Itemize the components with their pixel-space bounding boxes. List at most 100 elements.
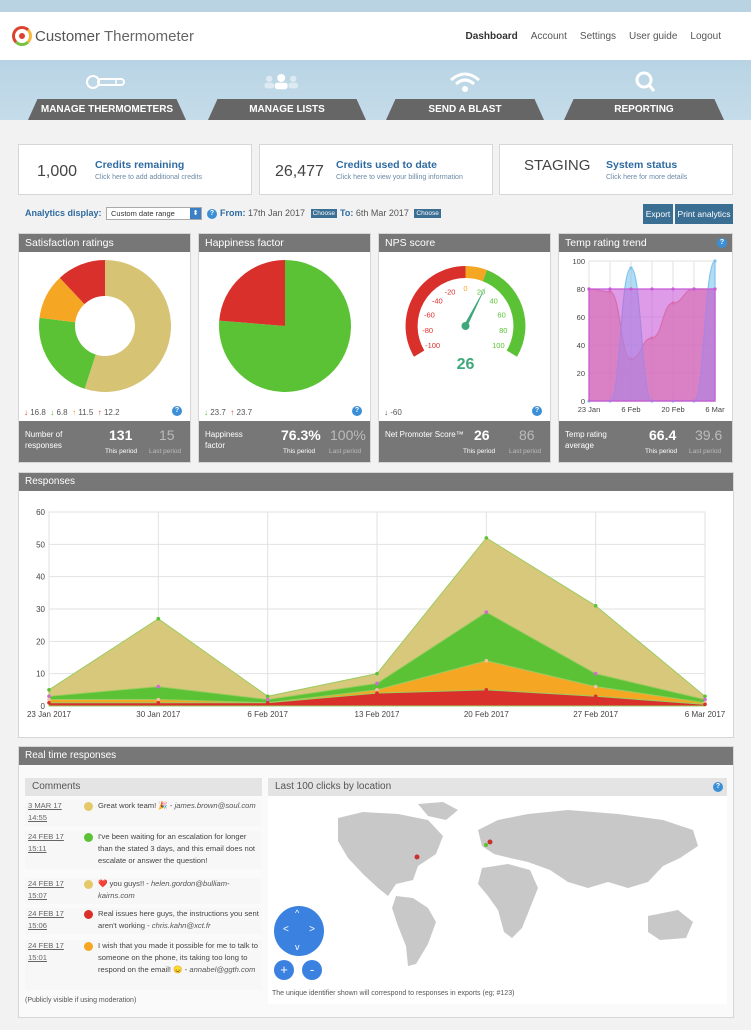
delta-orange: 11.5 [78,408,94,417]
data-point [484,688,489,692]
nav-dashboard[interactable]: Dashboard [465,31,518,42]
responses-panel: Responses 0 10 20 30 40 50 60 23 Jan 2017 30 Jan… [18,472,734,738]
x-tick-label: 20 Feb 2017 [464,710,509,719]
nav-settings[interactable]: Settings [579,31,617,42]
help-icon[interactable]: ? [717,238,727,248]
temp-footer: Temp rating average 66.4 39.6 This perio… [559,421,732,462]
comment-text: Great work team! 🎉 - james.brown@soul.co… [98,801,256,810]
data-point [484,610,489,615]
pan-up-icon[interactable]: ^ [295,908,300,918]
happiness-card: Happiness factor ↓ 23.7 ↑ 23.7 ? Happine… [198,233,371,463]
data-point [265,694,270,699]
nav-logout[interactable]: Logout [690,31,721,42]
comment-date[interactable]: 24 FEB 17 15:07 [28,879,64,900]
map-note: The unique identifier shown will corresp… [272,990,515,997]
zoom-out-button[interactable]: - [302,960,322,980]
map-marker[interactable] [484,843,488,847]
rating-dot-icon [84,802,93,811]
map-pan-control[interactable]: ^ < > v [274,906,324,956]
comment-date[interactable]: 24 FEB 17 15:01 [28,941,64,962]
nps-last-period: 86 [519,427,535,443]
last-period-label: Last period [329,448,362,455]
comment-author: annabel@ggth.com [189,965,256,974]
comment-date[interactable]: 3 MAR 17 14:55 [28,801,62,822]
world-map[interactable] [268,796,727,986]
credits-remaining-box[interactable]: 1,000 Credits remaining Click here to ad… [18,144,252,195]
comment-date[interactable]: 24 FEB 17 15:11 [28,832,64,853]
data-point [375,681,379,686]
data-point [593,671,598,676]
data-point [156,616,161,621]
map-panel: Last 100 clicks by location ? ^ < > v + … [268,778,727,1004]
pan-left-icon[interactable]: < [283,924,289,935]
nav-account[interactable]: Account [530,31,567,42]
print-analytics-button[interactable]: Print analytics [675,204,733,224]
data-point [713,259,717,263]
realtime-title: Real time responses [19,747,733,765]
nps-label: Net Promoter Score™ [385,430,464,439]
system-status-box[interactable]: STAGING System status Click here for mor… [499,144,733,195]
map-marker[interactable] [487,839,493,845]
credits-used-sub[interactable]: Click here to view your billing informat… [336,174,463,181]
data-point [156,697,161,702]
credits-remaining-title[interactable]: Credits remaining [95,159,185,171]
delta-green: 23.7 [210,408,226,417]
data-point [703,702,707,707]
temp-trend-title: Temp rating trend [565,237,647,249]
map-marker[interactable] [414,854,420,860]
comment-date[interactable]: 24 FEB 17 15:06 [28,909,64,930]
credits-remaining-sub[interactable]: Click here to add additional credits [95,174,203,181]
moderation-note: (Publicly visible if using moderation) [25,997,137,1004]
data-point [593,694,598,699]
credits-used-title[interactable]: Credits used to date [336,159,437,171]
gauge-orange-arc [465,266,487,282]
credits-used-box[interactable]: 26,477 Credits used to date Click here t… [259,144,493,195]
date-range-select-value: Custom date range [111,209,175,218]
zoom-in-button[interactable]: + [274,960,294,980]
data-point [629,287,633,291]
from-choose-button[interactable]: Choose [310,209,337,218]
help-icon[interactable]: ? [532,406,542,416]
comment-text: I wish that you made it possible for me … [98,941,258,974]
data-point [47,688,51,692]
gauge-needle [463,286,486,326]
data-point [587,287,591,291]
help-icon[interactable]: ? [172,406,182,416]
nps-this-period: 26 [474,427,490,443]
y-tick-label: 40 [36,573,45,582]
logo[interactable]: Customer Thermometer [12,26,194,46]
gauge-tick-label: -60 [424,310,435,319]
export-button[interactable]: Export [643,204,673,224]
pan-right-icon[interactable]: > [309,924,315,935]
help-icon[interactable]: ? [207,209,217,219]
pan-down-icon[interactable]: v [295,942,300,952]
gauge-tick-label: -100 [425,341,440,350]
date-range-select[interactable]: Custom date range ⬍ [106,207,202,220]
comment-item: 24 FEB 17 15:01 I wish that you made it p… [25,940,262,990]
top-strip [0,0,751,12]
y-tick-label: 20 [577,369,585,378]
nps-footer: Net Promoter Score™ 26 86 This period La… [379,421,550,462]
responses-this-period: 131 [109,427,133,443]
data-point [375,671,379,676]
tab-manage-lists[interactable]: MANAGE LISTS [208,99,366,120]
help-icon[interactable]: ? [713,782,723,792]
y-tick-label: 60 [577,313,585,322]
comment-author: chris.kahn@xct.fr [151,921,211,930]
system-status-title[interactable]: System status [606,159,678,171]
nav-user-guide[interactable]: User guide [629,31,678,42]
help-icon[interactable]: ? [352,406,362,416]
data-point [703,694,707,699]
tab-reporting[interactable]: REPORTING [564,99,724,120]
system-status-sub[interactable]: Click here for more details [606,174,688,181]
comment-item: 24 FEB 17 15:11 I've been waiting for an … [25,831,262,869]
x-tick-label: 6 Feb 2017 [247,710,288,719]
pie-slice-3 [59,260,105,305]
happiness-footer: Happiness factor 76.3% 100% This period … [199,421,370,462]
comment-author: james.brown@soul.com [174,801,256,810]
y-tick-label: 0 [41,702,46,711]
tab-manage-thermometers[interactable]: MANAGE THERMOMETERS [28,99,186,120]
data-point [713,287,717,291]
tab-send-a-blast[interactable]: SEND A BLAST [386,99,544,120]
to-choose-button[interactable]: Choose [414,209,441,218]
